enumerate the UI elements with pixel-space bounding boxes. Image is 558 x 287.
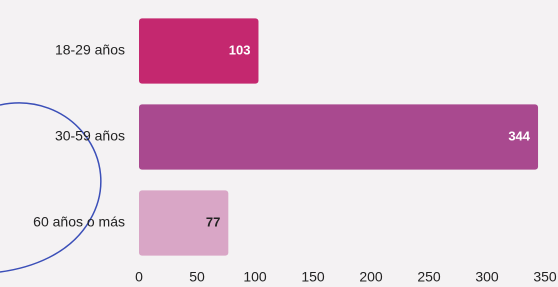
chart: 0 50 100 150 200 250 300 350 18-29 años 103 30-59 … xyxy=(0,0,558,287)
value-label: 77 xyxy=(206,214,220,229)
y-tick-label: 18-29 años xyxy=(55,42,125,58)
x-tick-label: 0 xyxy=(135,269,143,285)
value-label: 103 xyxy=(229,42,251,57)
y-tick-label: 30-59 años xyxy=(55,128,125,144)
bar xyxy=(139,104,538,169)
y-tick-label: 60 años o más xyxy=(33,214,125,230)
x-tick-label: 150 xyxy=(301,269,325,285)
x-tick-label: 300 xyxy=(475,269,499,285)
x-tick-label: 250 xyxy=(417,269,441,285)
x-tick-label: 350 xyxy=(533,269,557,285)
x-tick-label: 200 xyxy=(359,269,383,285)
value-label: 344 xyxy=(508,128,530,143)
x-tick-label: 100 xyxy=(243,269,267,285)
x-tick-label: 50 xyxy=(189,269,205,285)
